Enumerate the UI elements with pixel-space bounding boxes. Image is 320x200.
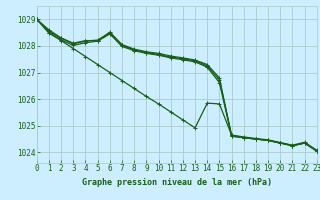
X-axis label: Graphe pression niveau de la mer (hPa): Graphe pression niveau de la mer (hPa): [82, 178, 272, 187]
